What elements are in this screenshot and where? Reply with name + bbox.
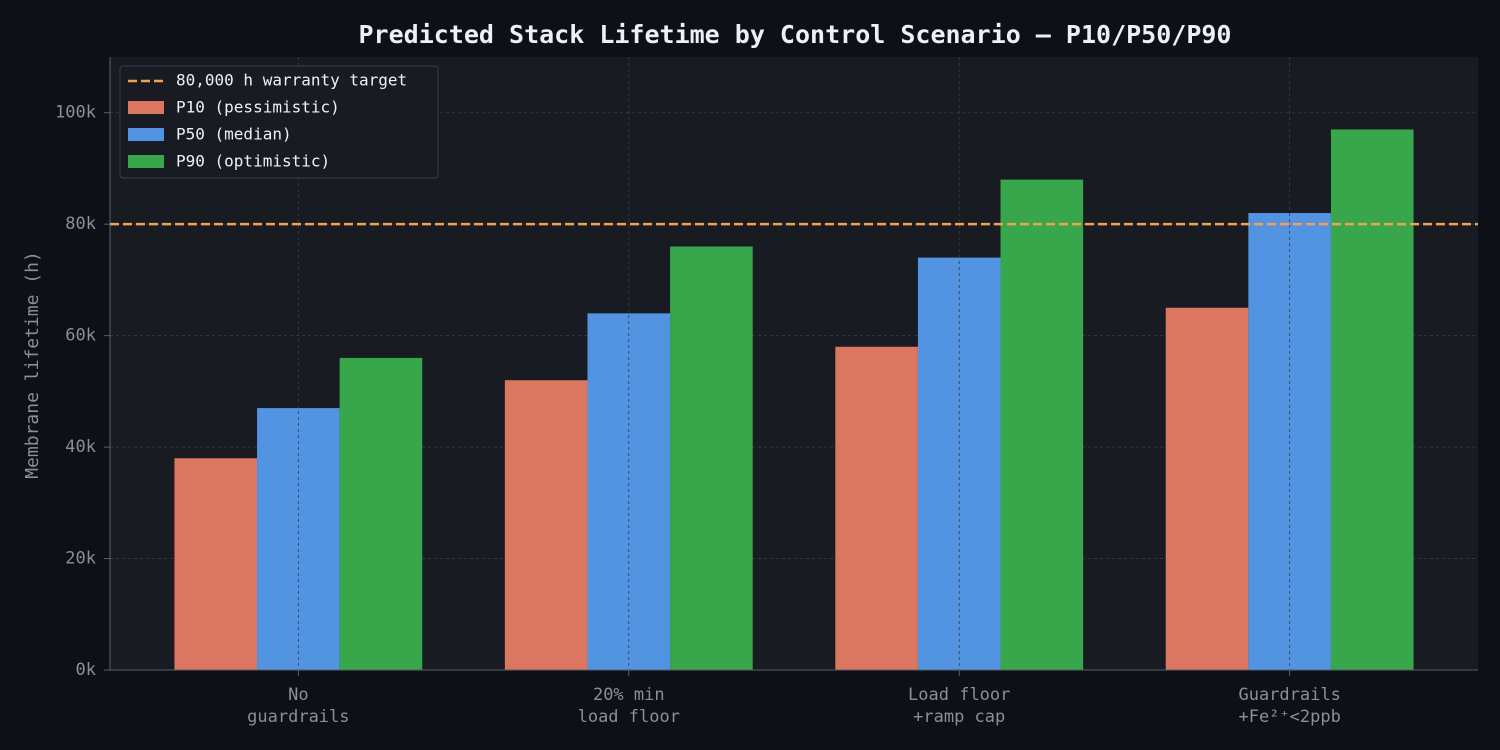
y-tick-label: 0k [76, 660, 96, 680]
x-tick-label: Load floor +ramp cap [908, 685, 1010, 727]
bar [339, 357, 423, 670]
y-tick-label: 80k [65, 214, 96, 234]
bar [1000, 179, 1084, 670]
y-tick-label: 100k [55, 103, 96, 123]
chart-title: Predicted Stack Lifetime by Control Scen… [359, 20, 1232, 49]
y-tick-label: 40k [65, 437, 96, 457]
x-tick-label-line: No [288, 685, 308, 705]
legend-label: 80,000 h warranty target [176, 71, 407, 90]
x-tick-label-line: +Fe²⁺<2ppb [1238, 707, 1340, 727]
bar [174, 458, 258, 670]
legend-swatch [128, 101, 164, 114]
y-tick-label: 60k [65, 326, 96, 346]
x-tick-label-line: guardrails [247, 707, 349, 727]
legend-label: P90 (optimistic) [176, 152, 330, 171]
x-tick-label-line: 20% min [593, 685, 665, 705]
legend-label: P10 (pessimistic) [176, 98, 340, 117]
x-tick-label-line: Guardrails [1238, 685, 1340, 705]
x-tick-label-line: load floor [578, 707, 680, 727]
x-tick-label-line: Load floor [908, 685, 1010, 705]
x-tick-label: 20% min load floor [578, 685, 680, 727]
legend-box [119, 65, 439, 179]
bar [504, 380, 588, 670]
x-tick-label-line: +ramp cap [913, 707, 1005, 727]
legend-label: P50 (median) [176, 125, 292, 144]
x-tick-label: No guardrails [247, 685, 349, 727]
bar [670, 246, 753, 671]
bar [1165, 307, 1249, 670]
bar [917, 257, 1001, 670]
bar [835, 346, 918, 670]
y-tick-label: 20k [65, 549, 96, 569]
legend-swatch [128, 128, 164, 141]
legend-swatch [128, 155, 164, 168]
y-axis-label: Membrane lifetime (h) [22, 251, 43, 479]
x-tick-label: Guardrails +Fe²⁺<2ppb [1238, 685, 1340, 727]
bar [1330, 129, 1414, 671]
